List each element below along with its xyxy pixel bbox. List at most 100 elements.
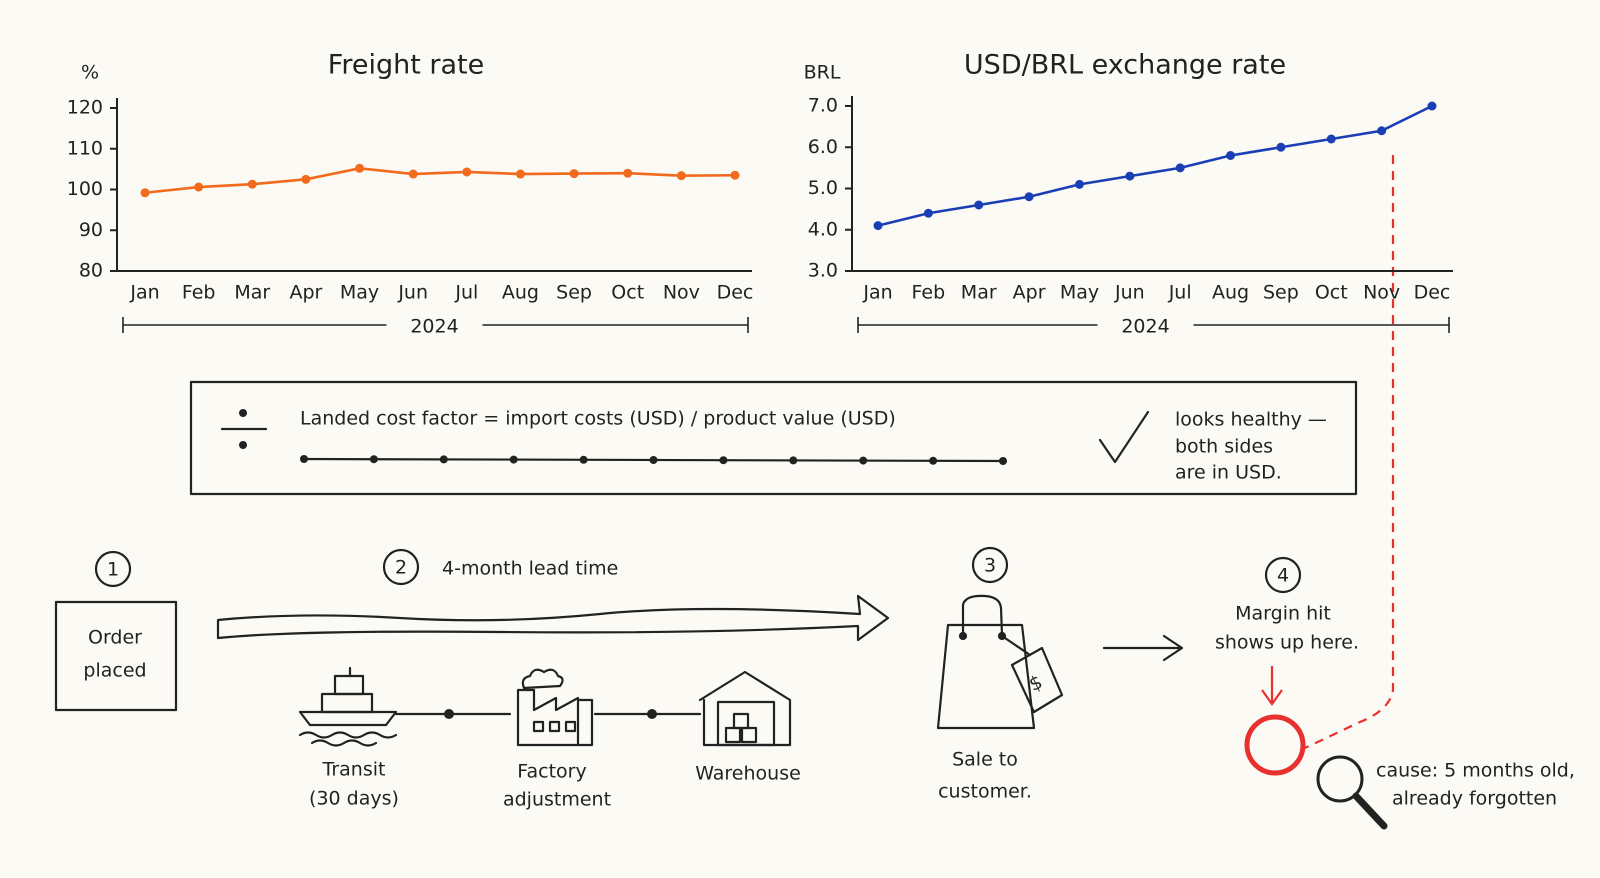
step-label: 4-month lead time: [442, 558, 618, 580]
step-label: Sale to: [952, 749, 1018, 771]
x-tick-label: Nov: [1363, 282, 1400, 304]
divide-icon: [220, 409, 268, 449]
y-tick-label: 6.0: [808, 136, 838, 158]
y-tick-label: 5.0: [808, 177, 838, 199]
data-point: [194, 182, 204, 192]
bag-icon: $: [936, 594, 1064, 730]
stage-label: Factory: [517, 761, 586, 783]
x-tick-label: Mar: [961, 282, 997, 304]
x-tick-label: May: [1060, 282, 1099, 304]
formula-dot: [719, 456, 728, 465]
step-label: Order: [88, 627, 142, 649]
x-tick-label: Jan: [129, 282, 159, 304]
step-label: customer.: [938, 781, 1032, 803]
svg-text:$: $: [1026, 671, 1046, 696]
x-tick-label: May: [340, 282, 379, 304]
data-point: [301, 174, 311, 184]
ship-icon: [298, 666, 398, 747]
stage-label: Transit: [322, 759, 386, 781]
red-circle: [1244, 714, 1306, 776]
order-box: [54, 600, 178, 712]
data-point: [873, 221, 883, 231]
step-circle: [94, 550, 132, 588]
x-tick-label: Jun: [397, 282, 428, 304]
data-point: [974, 200, 984, 210]
cause-text: already forgotten: [1392, 788, 1557, 810]
data-point: [569, 169, 579, 179]
stage-label: Warehouse: [695, 763, 801, 785]
data-point: [140, 188, 150, 198]
y-tick-label: 110: [67, 137, 103, 159]
y-tick-label: 3.0: [808, 260, 838, 282]
y-axis-unit: %: [81, 62, 99, 84]
step-circle: [1264, 556, 1302, 594]
check-mark: [1098, 410, 1150, 464]
formula-dot: [999, 457, 1007, 465]
data-point: [623, 168, 633, 178]
stage-label: (30 days): [309, 788, 399, 810]
data-point: [1276, 142, 1286, 152]
formula-dot: [439, 455, 448, 464]
formula-note: are in USD.: [1175, 462, 1282, 484]
data-point: [1427, 101, 1437, 111]
formula-dot: [509, 455, 518, 464]
x-tick-label: Jul: [454, 282, 478, 304]
arrow: [1102, 634, 1184, 662]
x-tick-label: Nov: [663, 282, 700, 304]
formula-dot: [579, 455, 588, 464]
y-tick-label: 120: [67, 97, 103, 119]
y-tick-label: 7.0: [808, 95, 838, 117]
step-label: placed: [83, 660, 146, 682]
magnifier-icon: [1316, 755, 1388, 830]
stage-label: adjustment: [503, 789, 611, 811]
x-tick-label: Mar: [234, 282, 270, 304]
data-point: [1377, 126, 1387, 136]
x-tick-label: Jun: [1114, 282, 1145, 304]
data-point: [1226, 151, 1236, 160]
data-line: [877, 104, 1433, 227]
formula-box: [189, 380, 1358, 496]
lead-time-arrow: [216, 594, 890, 642]
x-tick-label: Jul: [1168, 282, 1192, 304]
warehouse-icon: [698, 670, 792, 747]
data-point: [730, 170, 740, 180]
x-tick-label: Aug: [1212, 282, 1249, 304]
data-point: [247, 179, 257, 189]
y-axis-unit: BRL: [804, 62, 841, 84]
x-tick-label: Feb: [182, 282, 216, 304]
red-dashed-link: [1304, 155, 1395, 749]
formula-dot: [300, 455, 308, 463]
x-tick-label: Oct: [1315, 282, 1348, 304]
x-tick-label: Dec: [1414, 282, 1451, 304]
chart-title: USD/BRL exchange rate: [964, 50, 1286, 81]
data-point: [1024, 192, 1034, 202]
step-number: 2: [395, 557, 407, 579]
data-point: [1326, 134, 1336, 144]
data-point: [1175, 163, 1185, 173]
data-point: [515, 169, 525, 179]
formula-dot: [859, 456, 868, 465]
data-point: [676, 171, 686, 181]
step-number: 4: [1277, 565, 1289, 587]
formula-dot: [369, 455, 378, 464]
step-label: Margin hit: [1235, 603, 1331, 625]
data-point: [355, 163, 365, 173]
data-point: [1074, 179, 1084, 189]
x-tick-label: Apr: [289, 282, 322, 304]
red-arrow: [1261, 666, 1283, 706]
x-tick-label: Feb: [912, 282, 946, 304]
formula-dot: [789, 456, 798, 465]
formula-dot: [929, 456, 938, 465]
x-tick-label: Sep: [556, 282, 592, 304]
data-point: [408, 169, 418, 179]
cause-text: cause: 5 months old,: [1376, 760, 1575, 782]
x-tick-label: Oct: [611, 282, 644, 304]
step-number: 1: [107, 559, 119, 581]
step-number: 3: [984, 555, 996, 577]
x-tick-label: Aug: [502, 282, 539, 304]
x-tick-label: Jan: [862, 282, 892, 304]
step-circle: [971, 546, 1009, 584]
step-label: shows up here.: [1215, 632, 1359, 654]
data-point: [923, 208, 933, 218]
